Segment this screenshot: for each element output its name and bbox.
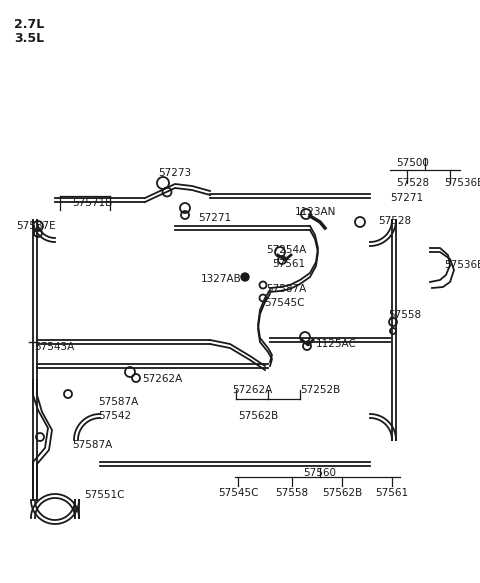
Text: 2.7L: 2.7L bbox=[14, 18, 44, 31]
Text: 57571B: 57571B bbox=[72, 198, 112, 208]
Text: 57536B: 57536B bbox=[444, 260, 480, 270]
Text: 57587A: 57587A bbox=[98, 397, 138, 407]
Text: 57587A: 57587A bbox=[266, 284, 306, 294]
Text: 57560: 57560 bbox=[303, 468, 336, 478]
Text: 57562B: 57562B bbox=[322, 488, 362, 498]
Text: 57587E: 57587E bbox=[16, 221, 56, 231]
Text: 3.5L: 3.5L bbox=[14, 32, 44, 45]
Text: 57536B: 57536B bbox=[444, 178, 480, 188]
Text: 57561: 57561 bbox=[272, 259, 305, 269]
Text: 57252B: 57252B bbox=[300, 385, 340, 395]
Text: 57271: 57271 bbox=[390, 193, 423, 203]
Text: 57558: 57558 bbox=[276, 488, 309, 498]
Text: 57551C: 57551C bbox=[84, 490, 124, 500]
Text: 57558: 57558 bbox=[388, 310, 421, 320]
Circle shape bbox=[241, 273, 249, 281]
Text: 57543A: 57543A bbox=[34, 342, 74, 352]
Text: 57500: 57500 bbox=[396, 158, 430, 168]
Text: 57587A: 57587A bbox=[72, 440, 112, 450]
Text: 57545C: 57545C bbox=[264, 298, 304, 308]
Text: 57528: 57528 bbox=[396, 178, 430, 188]
Text: 57528: 57528 bbox=[378, 216, 411, 226]
Text: 57545C: 57545C bbox=[218, 488, 258, 498]
Text: 57562B: 57562B bbox=[238, 411, 278, 421]
Text: 57271: 57271 bbox=[198, 213, 231, 223]
Text: 57561: 57561 bbox=[375, 488, 408, 498]
Text: 1125AC: 1125AC bbox=[316, 339, 357, 349]
Text: 57254A: 57254A bbox=[266, 245, 306, 255]
Text: 57262A: 57262A bbox=[232, 385, 272, 395]
Text: 57542: 57542 bbox=[98, 411, 131, 421]
Text: 57273: 57273 bbox=[158, 168, 192, 178]
Text: 1123AN: 1123AN bbox=[295, 207, 336, 217]
Text: 1327AB: 1327AB bbox=[201, 274, 242, 284]
Text: 57262A: 57262A bbox=[142, 374, 182, 384]
